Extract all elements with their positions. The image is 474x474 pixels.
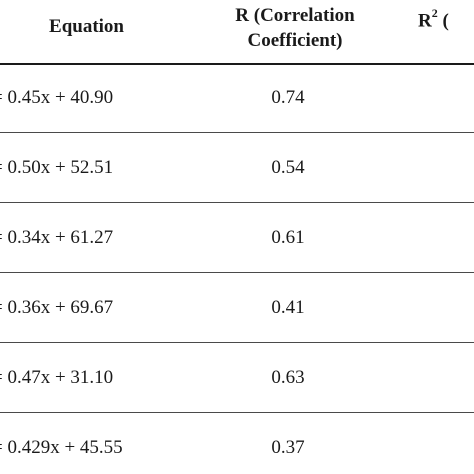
table-row: = 0.36x + 69.67 0.41 [0, 298, 474, 318]
correlation-header-line-1: R (Correlation [235, 5, 355, 26]
equation-cell: = 0.50x + 52.51 [0, 157, 114, 178]
table-row: = 0.429x + 45.55 0.37 [0, 438, 474, 458]
row-divider [0, 412, 474, 413]
r-squared-header-superscript: 2 [431, 6, 438, 20]
correlation-cell: 0.41 [271, 297, 305, 318]
table-row: = 0.34x + 61.27 0.61 [0, 228, 474, 248]
row-divider [0, 272, 474, 273]
table-row: = 0.45x + 40.90 0.74 [0, 88, 474, 108]
row-divider [0, 202, 474, 203]
equation-cell: = 0.36x + 69.67 [0, 297, 114, 318]
equation-cell: = 0.47x + 31.10 [0, 367, 114, 388]
correlation-column-header: R (Correlation Coefficient) [180, 3, 410, 53]
r-squared-column-header: R2 ( [418, 3, 474, 33]
row-divider [0, 342, 474, 343]
correlation-cell: 0.61 [271, 227, 305, 248]
correlation-cell: 0.37 [271, 437, 305, 458]
equation-column-header: Equation [49, 16, 124, 37]
correlation-cell: 0.74 [271, 87, 305, 108]
table-row: = 0.47x + 31.10 0.63 [0, 368, 474, 388]
table-row: = 0.50x + 52.51 0.54 [0, 158, 474, 178]
correlation-header-line-2: Coefficient) [247, 30, 343, 51]
r-squared-header-suffix: ( [437, 10, 449, 32]
equation-cell: = 0.429x + 45.55 [0, 437, 123, 458]
equation-cell: = 0.45x + 40.90 [0, 87, 114, 108]
equation-cell: = 0.34x + 61.27 [0, 227, 114, 248]
correlation-cell: 0.54 [271, 157, 305, 178]
r-squared-header-base: R [418, 10, 432, 32]
row-divider [0, 132, 474, 133]
correlation-cell: 0.63 [271, 367, 305, 388]
header-bottom-rule [0, 63, 474, 65]
